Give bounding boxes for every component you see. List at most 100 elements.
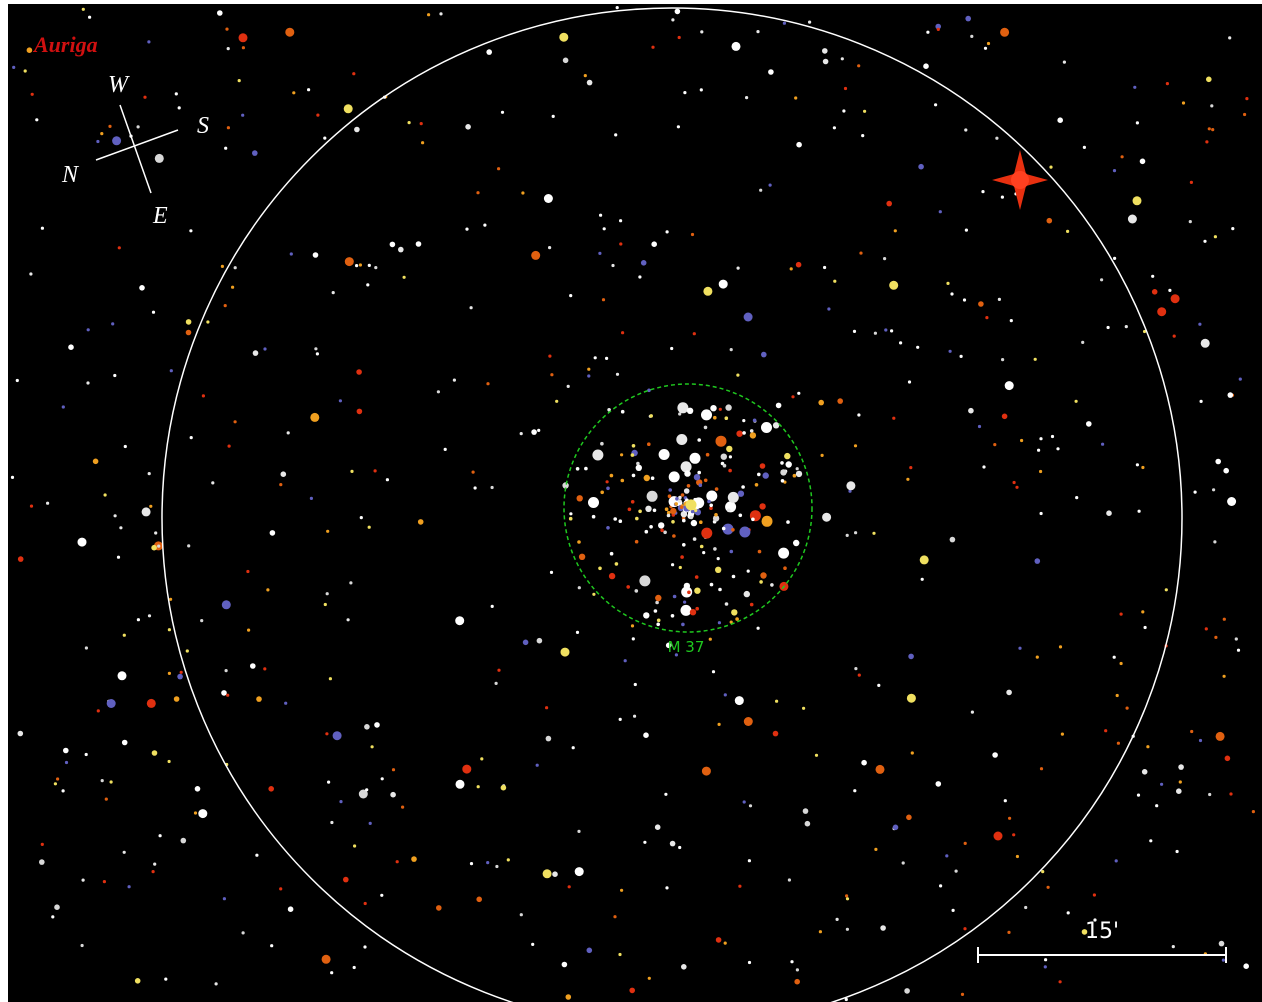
star [587, 367, 591, 371]
star [310, 412, 320, 422]
star [674, 653, 679, 657]
star [1106, 510, 1112, 516]
star [332, 731, 342, 741]
star [427, 13, 431, 17]
star [725, 501, 737, 513]
star [964, 228, 969, 232]
star [231, 285, 235, 289]
star [1207, 127, 1211, 131]
star [226, 47, 230, 51]
star [1127, 214, 1137, 224]
star [415, 241, 422, 247]
star [671, 520, 675, 524]
object-label: M 37 [668, 638, 705, 656]
star [726, 508, 731, 513]
star [285, 27, 295, 37]
star [1231, 227, 1235, 231]
star [1074, 399, 1078, 403]
star [634, 589, 639, 593]
star [656, 622, 660, 627]
bright-star [992, 150, 1048, 210]
star [743, 717, 753, 726]
star [88, 15, 92, 19]
star [754, 483, 759, 487]
star [543, 194, 553, 203]
star [545, 706, 549, 710]
star [1137, 509, 1141, 513]
star [111, 322, 115, 326]
star [920, 577, 924, 581]
star [500, 784, 507, 791]
star [729, 620, 733, 624]
star [892, 416, 896, 420]
star [853, 789, 857, 793]
star [635, 464, 642, 471]
star [158, 834, 162, 838]
star [618, 952, 622, 957]
star [1116, 741, 1120, 745]
star [620, 453, 624, 457]
star [846, 481, 856, 491]
star [791, 395, 795, 399]
star [762, 472, 769, 479]
star [699, 520, 703, 524]
star [717, 621, 722, 625]
star [185, 329, 192, 336]
star [54, 904, 60, 910]
star [17, 730, 24, 737]
star [531, 429, 537, 435]
star [164, 977, 168, 981]
star [64, 760, 69, 765]
star [993, 831, 1003, 841]
star [706, 490, 718, 502]
star [483, 223, 487, 227]
star [689, 452, 701, 464]
star [985, 316, 989, 320]
star [575, 630, 580, 635]
star [787, 878, 792, 882]
star [200, 619, 204, 623]
star [609, 551, 614, 556]
star [247, 628, 251, 632]
star [861, 759, 867, 766]
star [233, 266, 237, 270]
star [949, 536, 956, 543]
star [1171, 945, 1175, 949]
star [620, 888, 624, 892]
star [676, 125, 681, 129]
star [584, 466, 588, 471]
star [469, 306, 473, 310]
star [17, 556, 24, 562]
star [56, 777, 60, 781]
star [1223, 467, 1229, 474]
scale-bar: 15' [977, 919, 1227, 963]
star [756, 30, 760, 34]
star [592, 592, 596, 596]
star [822, 512, 832, 522]
star [736, 430, 743, 437]
star [770, 583, 774, 587]
star [370, 745, 374, 749]
star [923, 63, 929, 69]
star [366, 283, 370, 287]
star [250, 663, 256, 669]
star [904, 988, 910, 994]
star [121, 739, 128, 746]
star [723, 941, 727, 945]
star [857, 673, 861, 677]
star [331, 291, 335, 295]
star [716, 557, 720, 561]
star [1210, 104, 1214, 108]
star [490, 485, 494, 490]
star [946, 281, 950, 285]
star [631, 637, 635, 641]
star [715, 435, 727, 447]
star [476, 896, 483, 903]
star [680, 511, 688, 518]
star [890, 329, 894, 333]
star [355, 264, 359, 268]
star [993, 443, 997, 447]
star [153, 862, 157, 866]
star [1041, 870, 1045, 874]
star [1106, 325, 1110, 330]
